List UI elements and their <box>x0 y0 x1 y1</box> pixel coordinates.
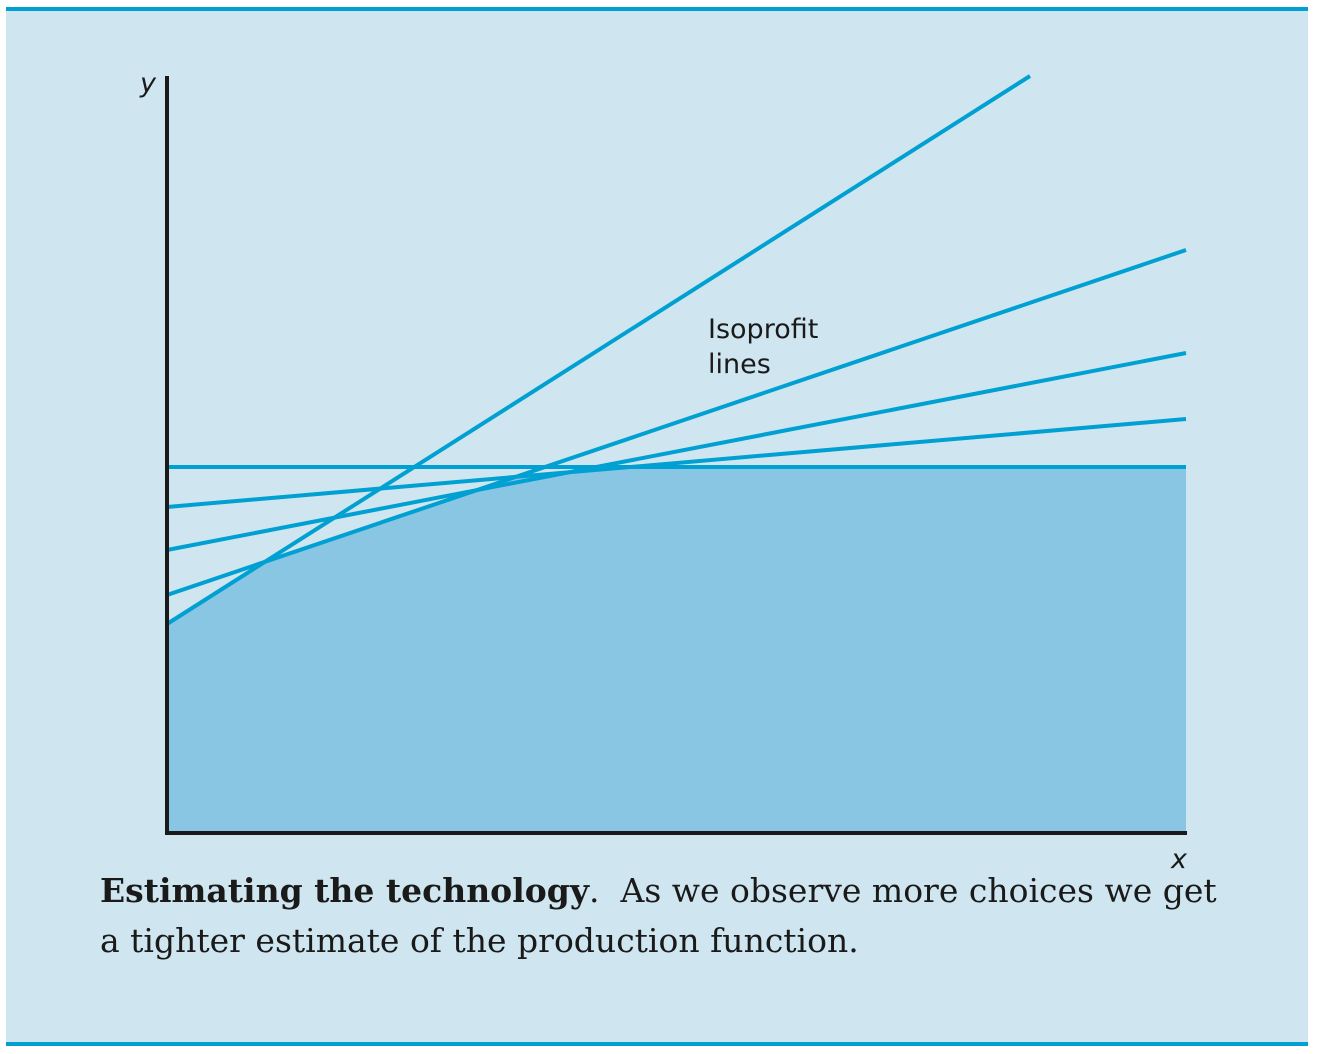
caption-title-punct: . <box>589 871 600 910</box>
caption-title: Estimating the technology <box>100 871 589 910</box>
caption-body: As we observe more choices we get a tigh… <box>100 871 1217 960</box>
estimated-technology-region <box>167 467 1186 833</box>
isoprofit-line-3 <box>166 351 1187 552</box>
technology-diagram: y x Isoprofit lines <box>139 68 1188 871</box>
figure-caption: Estimating the technology. As we observe… <box>100 866 1220 966</box>
isoprofit-line-4 <box>166 417 1187 509</box>
isoprofit-line-2 <box>166 248 1187 597</box>
isoprofit-line-steep <box>165 74 1032 626</box>
isoprofit-annotation-line2: lines <box>708 349 771 380</box>
figure-panel: y x Isoprofit lines <box>6 7 1308 1046</box>
x-axis-label: x <box>1170 844 1188 871</box>
y-axis-label: y <box>139 68 157 99</box>
isoprofit-annotation-line1: Isoprofit <box>708 314 818 345</box>
